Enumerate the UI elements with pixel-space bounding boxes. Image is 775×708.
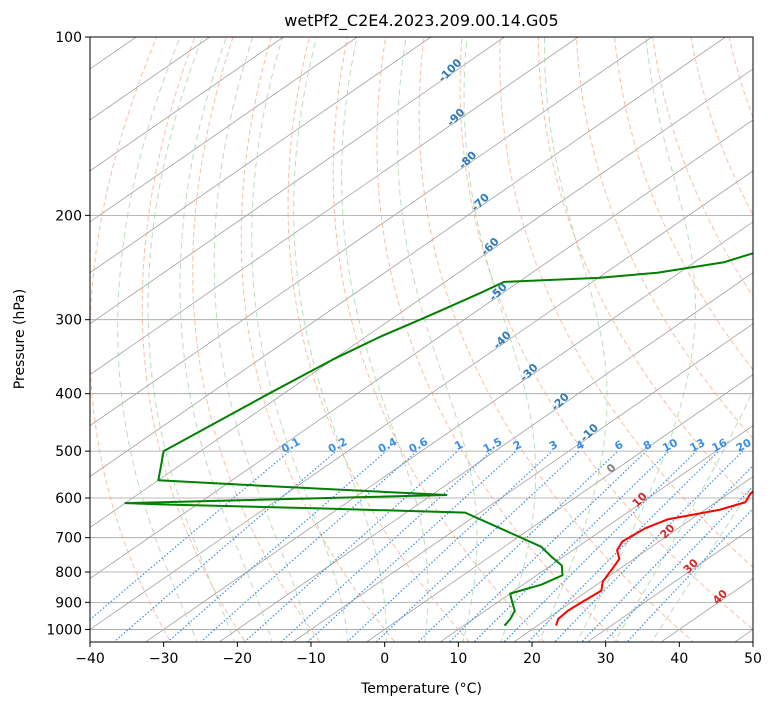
- x-tick-label: −40: [75, 651, 105, 667]
- mixing-ratio-line: [112, 450, 337, 642]
- y-tick-label: 1000: [46, 622, 82, 638]
- moist-adiabat-line: [341, 37, 429, 642]
- dry-adiabat-line: [614, 37, 753, 371]
- isotherm-line: [90, 37, 653, 427]
- moist-adiabat-line: [293, 37, 387, 642]
- moist-adiabat-line: [213, 37, 311, 642]
- moist-adiabat-line: [117, 37, 198, 642]
- y-tick-label: 400: [55, 387, 82, 403]
- isotherm-line: [586, 527, 753, 642]
- dry-adiabat-line: [459, 37, 753, 631]
- y-tick-label: 200: [55, 208, 82, 224]
- x-tick-label: 40: [670, 651, 688, 667]
- isotherm-line: [90, 170, 753, 630]
- x-tick-label: −20: [223, 651, 253, 667]
- isotherm-line: [90, 37, 432, 274]
- dry-adiabat-line: [141, 37, 246, 642]
- isotherm-line: [365, 374, 753, 642]
- mixing-ratio-label: 16: [710, 436, 730, 455]
- x-tick-label: 0: [380, 651, 389, 667]
- isotherm-line: [90, 37, 579, 376]
- isotherm-line: [292, 323, 753, 642]
- mixing-ratio-label: 20: [734, 436, 754, 455]
- axis-ticks: −40 −30 −20 −10 0 10 20 30 40 50 100 200 300 400 500 60…: [46, 30, 762, 667]
- x-axis-title: Temperature (°C): [360, 681, 482, 697]
- dry-adiabat-line: [192, 37, 321, 642]
- y-tick-label: 900: [55, 595, 82, 611]
- x-tick-label: 10: [449, 651, 467, 667]
- chart-title: wetPf2_C2E4.2023.209.00.14.G05: [284, 11, 558, 31]
- plot-area: [90, 37, 753, 642]
- mixing-ratio-line: [375, 450, 580, 642]
- dry-adiabat-line: [575, 37, 753, 440]
- mixing-ratio-line: [503, 450, 697, 642]
- dry-adiabat-line: [287, 37, 471, 642]
- y-tick-label: 300: [55, 313, 82, 329]
- mixing-ratio-line: [346, 450, 553, 642]
- x-tick-label: 30: [597, 651, 615, 667]
- x-tick-label: 50: [744, 651, 762, 667]
- mixing-ratio-line: [417, 450, 619, 642]
- mixing-ratio-line: [307, 450, 517, 642]
- y-tick-label: 100: [55, 30, 82, 46]
- isotherm-line: [439, 425, 753, 642]
- mixing-ratio-line: [473, 450, 670, 642]
- isotherm-line: [90, 37, 727, 478]
- x-tick-label: −30: [149, 651, 179, 667]
- sounding-series: [124, 252, 753, 627]
- isotherm-line: [90, 37, 211, 121]
- dry-adiabat-line: [418, 37, 695, 642]
- isotherm-line: [218, 272, 753, 642]
- temperature-line: [555, 490, 753, 626]
- y-tick-label: 600: [55, 491, 82, 507]
- moist-adiabat-line: [613, 389, 753, 642]
- moist-adiabat-line: [576, 37, 696, 642]
- mixing-ratio-line: [280, 450, 492, 642]
- dry-adiabat-line: [376, 37, 620, 642]
- x-tick-label: 20: [523, 651, 541, 667]
- mixing-ratio-line: [90, 450, 290, 621]
- y-tick-label: 500: [55, 444, 82, 460]
- mixing-ratio-label: 10: [660, 436, 680, 455]
- moist-adiabat-line: [147, 37, 236, 642]
- plot-frame: [89, 36, 754, 643]
- moist-adiabat-line: [179, 37, 273, 642]
- x-tick-label: −10: [296, 651, 326, 667]
- moist-adiabat-line: [463, 37, 537, 642]
- isotherm-line: [90, 37, 285, 172]
- y-tick-label: 700: [55, 531, 82, 547]
- isotherm-line: [90, 119, 753, 579]
- mixing-ratio-label: 13: [688, 436, 708, 455]
- mixing-ratio-line: [580, 464, 753, 642]
- isotherm-line: [513, 476, 753, 642]
- mixing-ratio-line: [553, 450, 744, 642]
- isotherm-line: [90, 68, 753, 529]
- mixing-ratio-line: [603, 485, 753, 642]
- y-tick-label: 800: [55, 565, 82, 581]
- y-axis-title: Pressure (hPa): [12, 289, 28, 389]
- mixing-ratio-line: [626, 507, 753, 642]
- isotherm-line: [144, 221, 753, 642]
- dry-adiabat-line: [90, 37, 172, 642]
- moist-adiabat-line: [397, 37, 478, 642]
- dewpoint-line: [124, 252, 753, 627]
- moist-adiabat-line: [651, 484, 753, 642]
- isotherm-line: [90, 37, 506, 325]
- isotherm-line: [90, 37, 358, 223]
